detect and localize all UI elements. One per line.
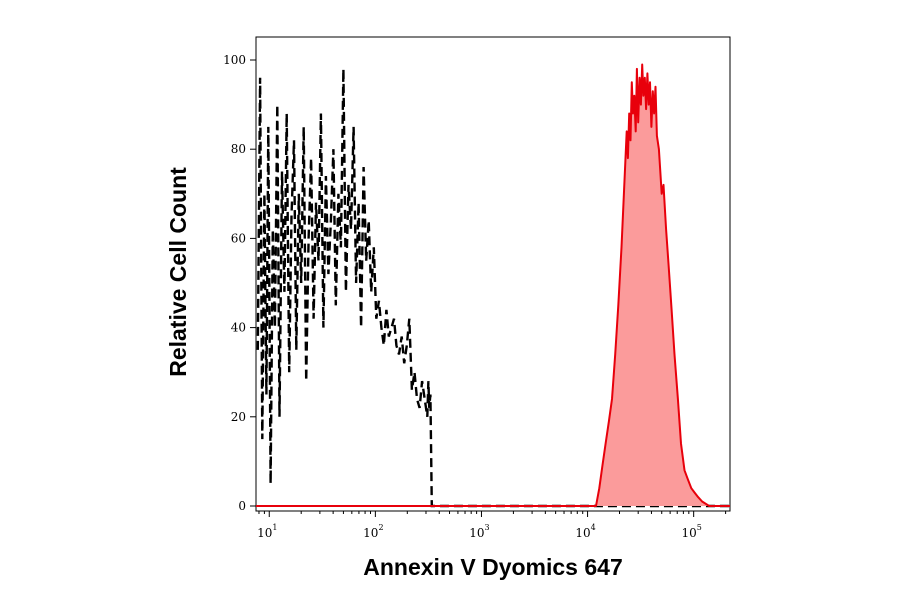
x-tick-label-2: 103 (469, 523, 489, 540)
y-tick-label-5: 100 (223, 53, 246, 67)
series-1-area (256, 64, 730, 506)
y-axis-title: Relative Cell Count (165, 167, 191, 377)
x-axis-title: Annexin V Dyomics 647 (363, 554, 623, 580)
y-axis: 0 20 40 60 80 100 (223, 53, 256, 513)
y-tick-label-1: 20 (231, 410, 246, 424)
y-tick-label-3: 60 (231, 231, 246, 245)
y-tick-label-2: 40 (231, 321, 246, 335)
series-1-line (256, 63, 730, 507)
y-tick-label-0: 0 (238, 499, 246, 513)
x-axis: 101 102 103 104 105 (257, 511, 727, 540)
x-tick-label-3: 104 (575, 523, 595, 540)
x-tick-label-4: 105 (681, 523, 701, 540)
x-tick-label-1: 102 (363, 523, 383, 540)
series-layer (256, 63, 730, 508)
y-tick-label-4: 80 (231, 142, 246, 156)
x-tick-label-0: 101 (257, 523, 277, 540)
plot-frame (255, 36, 731, 512)
